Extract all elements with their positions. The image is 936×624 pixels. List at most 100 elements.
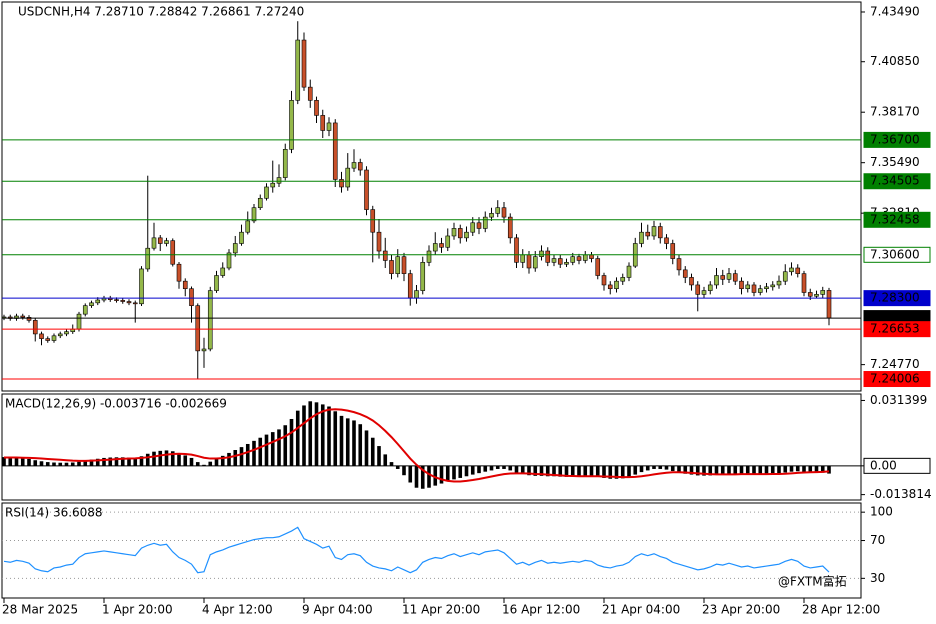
candle-body xyxy=(689,277,694,286)
histogram-bar xyxy=(795,465,800,472)
histogram-bar xyxy=(508,465,513,471)
candle-body xyxy=(145,247,151,270)
y-tick-label: 7.40850 xyxy=(870,54,920,68)
candle-body xyxy=(695,284,701,295)
candle-body xyxy=(814,294,819,297)
histogram-bar xyxy=(52,462,56,466)
histogram-bar xyxy=(733,465,738,474)
histogram-bar xyxy=(214,458,219,466)
histogram-bar xyxy=(89,459,94,466)
tick-box xyxy=(863,457,931,474)
candle-body xyxy=(132,302,138,305)
candle-body xyxy=(307,86,313,101)
histogram-bar xyxy=(677,465,681,473)
panel-title: RSI(14) 36.6088 xyxy=(5,506,103,520)
histogram-bar xyxy=(702,465,706,476)
candle-body xyxy=(232,243,238,254)
y-tick-label: 100 xyxy=(870,505,893,519)
histogram-bar xyxy=(533,465,538,476)
candle-body xyxy=(95,299,101,304)
candle-body xyxy=(776,280,782,286)
x-tick-label: 28 Mar 2025 xyxy=(2,603,78,617)
histogram-bar xyxy=(445,465,450,482)
histogram-bar xyxy=(345,418,350,466)
histogram-bar xyxy=(564,465,569,477)
histogram-bar xyxy=(389,462,394,466)
candle-body xyxy=(801,273,807,293)
histogram-bar xyxy=(339,415,344,466)
candle-body xyxy=(626,265,632,278)
candle-body xyxy=(395,256,401,274)
candle-body xyxy=(176,263,182,282)
x-tick-label: 9 Apr 04:00 xyxy=(302,603,373,617)
histogram-bar xyxy=(164,450,169,466)
level-box xyxy=(863,290,931,307)
panel-frame xyxy=(1,393,862,501)
histogram-bar xyxy=(302,405,306,466)
histogram-bar xyxy=(614,465,619,479)
y-tick-label: 0.031399 xyxy=(870,393,927,407)
watermark: @FXTM富拓 xyxy=(778,574,847,589)
candle-body xyxy=(20,315,26,318)
histogram-bar xyxy=(64,462,69,466)
histogram-bar xyxy=(195,462,200,466)
histogram-bar xyxy=(208,461,213,466)
histogram-bar xyxy=(120,457,125,466)
candle-body xyxy=(764,286,769,290)
candle-body xyxy=(782,271,788,282)
candle-body xyxy=(320,115,326,131)
candle-body xyxy=(432,243,438,252)
histogram-bar xyxy=(777,465,781,474)
histogram-bar xyxy=(152,451,156,466)
candle-body xyxy=(789,267,794,273)
candle-body xyxy=(676,258,682,271)
histogram-bar xyxy=(683,465,688,474)
candle-body xyxy=(501,207,507,218)
candle-body xyxy=(464,231,469,239)
candle-body xyxy=(289,100,294,150)
histogram-bar xyxy=(364,430,369,466)
histogram-bar xyxy=(720,465,725,475)
level-box xyxy=(863,371,931,388)
x-tick-label: 1 Apr 20:00 xyxy=(102,603,173,617)
candle-body xyxy=(164,240,169,244)
candle-body xyxy=(332,122,338,180)
histogram-bar xyxy=(627,465,631,478)
histogram-bar xyxy=(752,465,756,475)
x-tick-label: 23 Apr 20:00 xyxy=(702,603,780,617)
histogram-bar xyxy=(370,437,375,466)
histogram-bar xyxy=(708,465,713,476)
histogram-bar xyxy=(14,457,19,466)
candle-body xyxy=(182,280,188,290)
candle-body xyxy=(770,284,776,288)
candle-body xyxy=(826,290,832,319)
candle-body xyxy=(170,240,176,265)
candle-body xyxy=(707,284,713,291)
histogram-bar xyxy=(639,465,644,473)
candle-body xyxy=(64,331,69,335)
histogram-bar xyxy=(570,465,575,477)
candle-body xyxy=(245,220,251,233)
histogram-bar xyxy=(358,424,363,466)
candle-body xyxy=(539,250,544,257)
candle-body xyxy=(89,302,94,306)
candle-body xyxy=(820,290,826,295)
candle-body xyxy=(214,275,219,291)
candle-body xyxy=(370,209,376,233)
candle-body xyxy=(76,313,82,330)
histogram-bar xyxy=(464,465,469,477)
histogram-bar xyxy=(95,458,100,466)
candle-body xyxy=(720,275,726,280)
histogram-bar xyxy=(127,457,131,466)
histogram-bar xyxy=(727,465,731,474)
histogram-bar xyxy=(489,465,494,471)
histogram-bar xyxy=(664,465,669,470)
candle-body xyxy=(489,213,494,218)
histogram-bar xyxy=(114,457,119,466)
histogram-bar xyxy=(239,447,244,466)
candle-body xyxy=(470,222,476,233)
level-label: 7.36700 xyxy=(870,132,920,146)
level-label: 7.28300 xyxy=(870,291,920,305)
